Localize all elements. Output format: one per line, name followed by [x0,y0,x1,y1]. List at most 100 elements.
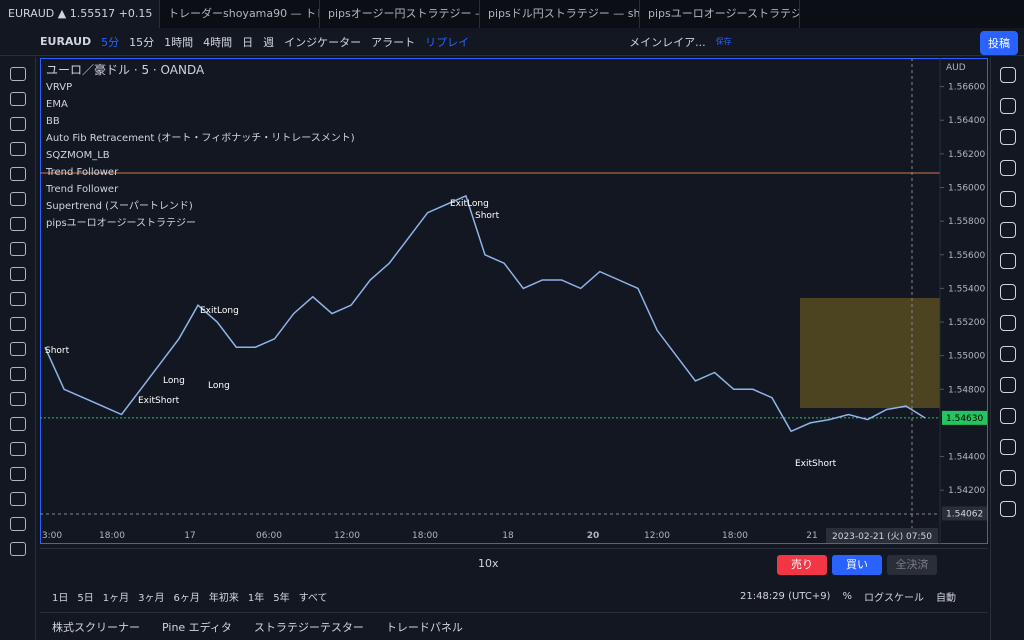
price-label: 1.54062 [946,509,983,519]
side-icon[interactable] [1000,160,1016,176]
side-icon[interactable] [1000,284,1016,300]
tab[interactable]: pipsユーロオージーストラテジ [640,0,800,28]
x-tick-label: 12:00 [334,531,360,541]
cursor-date: 2023-02-21 (火) [832,531,903,542]
range[interactable]: 6ヶ月 [173,592,200,604]
tool-icon[interactable] [10,217,26,231]
tool-icon[interactable] [10,67,26,81]
close-all-button[interactable]: 全決済 [887,555,937,575]
price-label: 1.54630 [946,414,983,424]
auto-scale[interactable]: 自動 [935,592,956,604]
side-icon[interactable] [1000,470,1016,486]
tool-icon[interactable] [10,242,26,256]
signal-label: Short [45,346,70,356]
y-tick-label: 1.55400 [948,284,985,294]
indicators[interactable]: インジケーター [284,35,362,49]
interval[interactable]: 4時間 [203,35,233,49]
side-icon[interactable] [1000,377,1016,393]
interval[interactable]: 週 [263,35,275,49]
tool-icon[interactable] [10,392,26,406]
side-icon[interactable] [1000,98,1016,114]
side-icon[interactable] [1000,439,1016,455]
tab[interactable]: pipsドル円ストラテジー — sha [480,0,640,28]
interval[interactable]: 日 [242,35,254,49]
layout[interactable]: メインレイア... [629,35,706,49]
interval[interactable]: 5分 [101,35,120,49]
side-icon[interactable] [1000,315,1016,331]
footer-tab[interactable]: トレードパネル [385,620,463,634]
side-icon[interactable] [1000,129,1016,145]
status-bar: 21:48:29 (UTC+9) % ログスケール 自動 [740,584,956,608]
y-tick-label: 1.56000 [948,183,985,193]
tool-icon[interactable] [10,192,26,206]
x-tick-label: 18:00 [412,531,438,541]
legend: ユーロ／豪ドル · 5 · OANDA VRVP EMA BB Auto Fib Ret… [46,62,355,232]
buy-button[interactable]: 買い [832,555,882,575]
range[interactable]: 年初来 [208,592,239,604]
x-tick-label: 3:00 [42,531,62,541]
tool-icon[interactable] [10,292,26,306]
tool-icon[interactable] [10,342,26,356]
axis-unit: AUD [946,63,966,73]
replay-speed[interactable]: 10x [478,557,499,570]
side-icon[interactable] [1000,191,1016,207]
drawing-tools [0,57,36,640]
legend-item: Auto Fib Retracement (オート・フィボナッチ・リトレースメン… [46,133,355,144]
intervals: 5分 15分 1時間 4時間日週 [101,34,274,50]
tool-icon[interactable] [10,367,26,381]
tool-icon[interactable] [10,317,26,331]
y-tick-label: 1.55800 [948,217,985,227]
sell-button[interactable]: 売り [777,555,827,575]
save[interactable]: 保存 [715,37,732,46]
tool-icon[interactable] [10,92,26,106]
tool-icon[interactable] [10,467,26,481]
tool-icon[interactable] [10,417,26,431]
tool-icon[interactable] [10,492,26,506]
tool-icon[interactable] [10,142,26,156]
footer-tab[interactable]: Pine エディタ [162,620,232,634]
side-icon[interactable] [1000,222,1016,238]
range[interactable]: 3ヶ月 [138,592,165,604]
replay[interactable]: リプレイ [425,35,470,49]
tool-icon[interactable] [10,117,26,131]
tool-icon[interactable] [10,517,26,531]
x-tick-label: 21 [806,531,817,541]
tool-icon[interactable] [10,267,26,281]
side-icon[interactable] [1000,67,1016,83]
signal-label: Long [163,376,185,386]
range[interactable]: 1年 [247,592,265,604]
side-icon[interactable] [1000,253,1016,269]
interval[interactable]: 15分 [129,35,155,49]
footer-tab[interactable]: ストラテジーテスター [253,620,364,634]
x-tick-label: 17 [184,531,195,541]
range[interactable]: 5日 [77,592,94,604]
range[interactable]: すべて [298,592,328,604]
legend-item: Trend Follower [46,184,119,195]
y-tick-label: 1.55600 [948,251,985,261]
range[interactable]: 5年 [273,592,290,604]
side-icon[interactable] [1000,408,1016,424]
side-icon[interactable] [1000,501,1016,517]
footer-tab[interactable]: 株式スクリーナー [52,620,140,634]
post-button[interactable]: 投稿 [980,31,1018,55]
legend-item: pipsユーロオージーストラテジー [46,218,196,229]
range[interactable]: 1日 [52,592,69,604]
signal-label: ExitLong [200,306,239,316]
x-tick-label: 18:00 [99,531,125,541]
tab[interactable]: EURAUD ▲ 1.55517 +0.15 [0,0,160,28]
side-icon[interactable] [1000,346,1016,362]
percent[interactable]: % [842,590,852,602]
tab[interactable]: pipsオージー円ストラテジー — [320,0,480,28]
tool-icon[interactable] [10,542,26,556]
tool-icon[interactable] [10,167,26,181]
range[interactable]: 1ヶ月 [102,592,130,604]
tool-icon[interactable] [10,442,26,456]
symbol[interactable]: EURAUD [40,35,92,48]
y-tick-label: 1.55200 [948,318,985,328]
tab[interactable]: トレーダーshoyama90 — トレ [160,0,320,28]
log-scale[interactable]: ログスケール [863,592,924,604]
price-line [44,194,926,433]
alert[interactable]: アラート [371,35,416,49]
interval[interactable]: 1時間 [164,35,194,49]
signal-label: Short [475,211,500,221]
